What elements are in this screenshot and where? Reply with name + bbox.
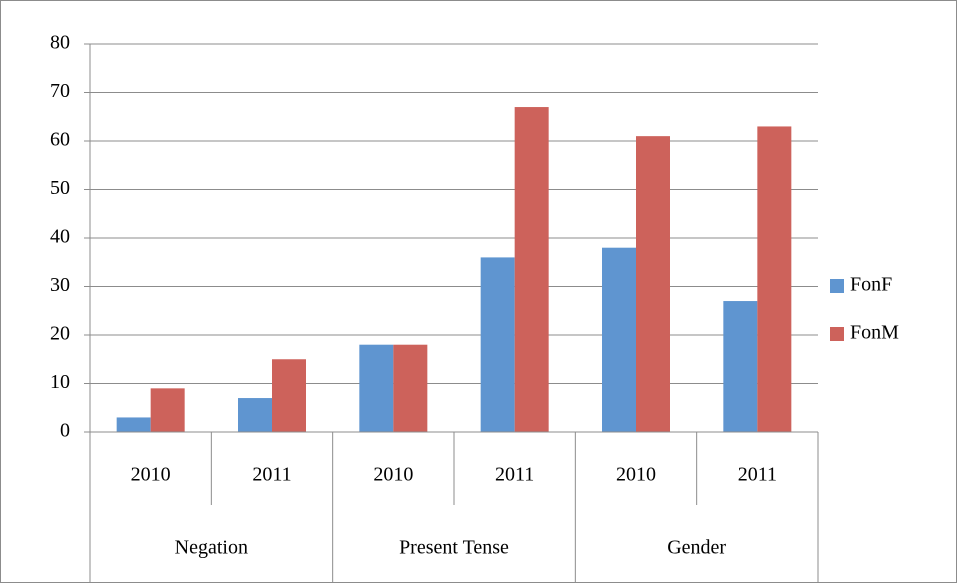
x-tick-label: 2010 (373, 464, 413, 486)
bar (480, 257, 515, 432)
bar (757, 126, 792, 432)
bar (359, 344, 394, 432)
y-tick-label: 30 (50, 274, 70, 296)
x-tick-label: 2010 (131, 464, 171, 486)
bar (150, 388, 185, 432)
y-tick-label: 80 (50, 32, 70, 54)
bar (723, 301, 758, 432)
legend-label: FonM (850, 322, 899, 344)
y-tick-label: 20 (50, 323, 70, 345)
y-tick-label: 70 (50, 80, 70, 102)
bar (393, 344, 428, 432)
bar (514, 107, 549, 433)
y-tick-label: 60 (50, 129, 70, 151)
group-label: Negation (175, 537, 248, 559)
bar (238, 398, 272, 432)
bar (602, 247, 636, 432)
bar (272, 359, 306, 432)
legend-label: FonF (850, 274, 892, 296)
bar (636, 136, 670, 432)
group-label: Gender (667, 537, 726, 559)
x-tick-label: 2011 (495, 464, 534, 486)
y-tick-label: 10 (50, 371, 70, 393)
y-tick-label: 0 (60, 420, 70, 442)
bar (116, 417, 151, 432)
x-tick-label: 2010 (616, 464, 656, 486)
x-tick-label: 2011 (252, 464, 291, 486)
x-tick-label: 2011 (738, 464, 777, 486)
y-tick-label: 40 (50, 226, 70, 248)
group-label: Present Tense (399, 537, 509, 559)
y-tick-label: 50 (50, 177, 70, 199)
legend-swatch (830, 279, 844, 293)
legend-swatch (830, 327, 844, 341)
